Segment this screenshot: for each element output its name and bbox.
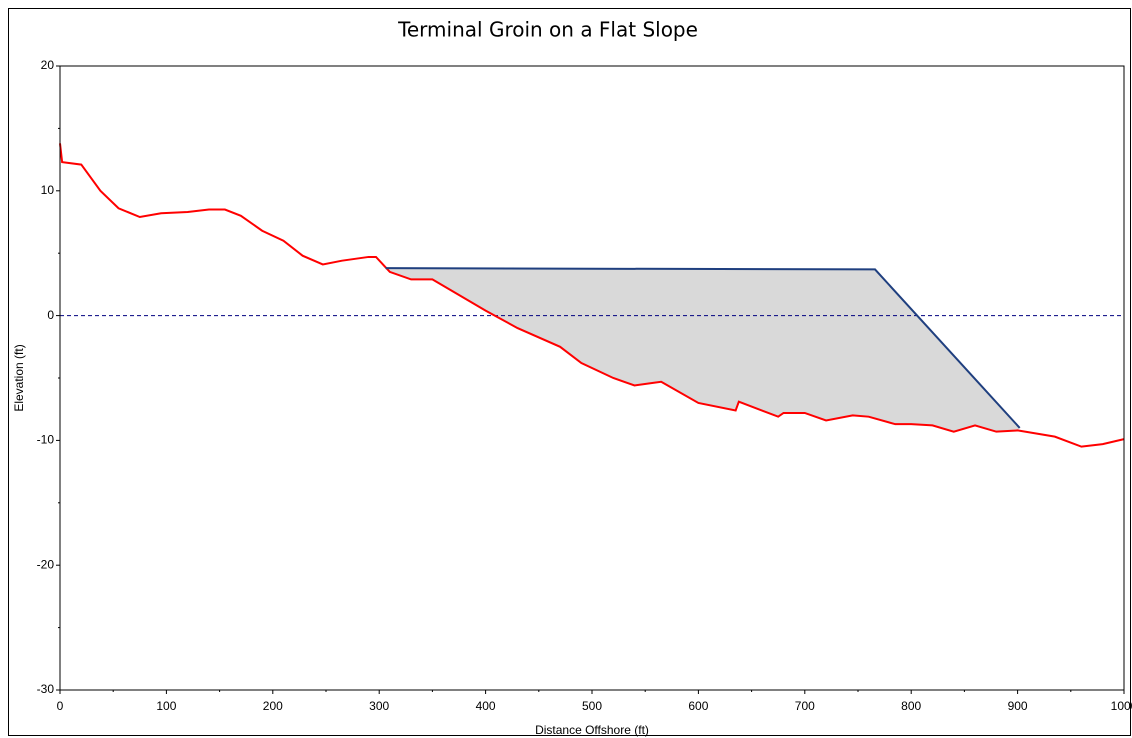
- y-tick-label: 10: [41, 183, 55, 197]
- groin-fill: [385, 267, 1020, 432]
- x-tick-label: 500: [582, 699, 602, 713]
- y-tick-label: -30: [37, 682, 55, 696]
- x-tick-label: 1000: [1111, 699, 1132, 713]
- x-tick-label: 200: [263, 699, 283, 713]
- x-tick-label: 800: [901, 699, 921, 713]
- y-tick-label: -20: [37, 557, 55, 571]
- chart-title: Terminal Groin on a Flat Slope: [397, 18, 698, 42]
- x-tick-label: 700: [795, 699, 815, 713]
- x-tick-label: 300: [369, 699, 389, 713]
- x-tick-label: 0: [57, 699, 64, 713]
- y-axis-label: Elevation (ft): [12, 344, 26, 411]
- profile-line: [59, 143, 1125, 448]
- y-tick-label: 20: [41, 58, 55, 72]
- x-tick-label: 400: [476, 699, 496, 713]
- x-axis-label: Distance Offshore (ft): [535, 723, 649, 737]
- y-tick-label: -10: [37, 433, 55, 447]
- x-tick-label: 100: [156, 699, 176, 713]
- x-tick-label: 600: [688, 699, 708, 713]
- y-tick-label: 0: [47, 308, 54, 322]
- x-tick-label: 900: [1008, 699, 1028, 713]
- groin-outline: [385, 267, 1021, 429]
